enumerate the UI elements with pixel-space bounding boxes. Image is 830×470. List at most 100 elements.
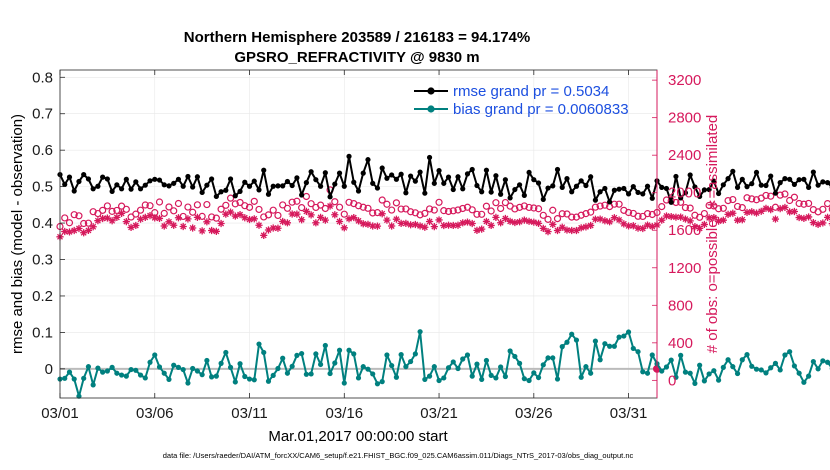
asterisk-glyph: [378, 210, 386, 218]
rmse-point: [749, 181, 755, 187]
bias-point: [706, 371, 712, 377]
possible-obs-point: [298, 204, 306, 212]
bias-point: [521, 376, 527, 382]
rmse-point: [588, 174, 594, 180]
assimilated-obs-point: [103, 214, 111, 222]
possible-obs-point: [222, 201, 230, 209]
asterisk-glyph: [819, 219, 827, 227]
bias-point: [597, 357, 603, 363]
assimilated-obs-point: [217, 219, 225, 228]
assimilated-obs-point: [388, 222, 396, 230]
assimilated-obs-point: [340, 224, 348, 232]
rmse-point: [806, 184, 812, 190]
assimilated-obs-point: [122, 218, 130, 226]
asterisk-glyph: [515, 218, 524, 226]
asterisk-glyph: [582, 223, 590, 231]
rmse-point: [450, 186, 456, 193]
rmse-point: [152, 176, 158, 182]
bias-point: [85, 364, 92, 370]
bias-point: [734, 370, 741, 377]
bias-point: [289, 363, 295, 369]
bias-point: [218, 360, 224, 366]
possible-obs-point: [729, 195, 737, 204]
rmse-point: [95, 183, 101, 189]
bias-point: [284, 370, 291, 376]
asterisk-glyph: [250, 215, 258, 223]
possible-obs-point: [544, 215, 552, 223]
asterisk-glyph: [724, 210, 732, 218]
asterisk-glyph: [719, 216, 727, 224]
assimilated-obs-point: [487, 221, 495, 230]
bias-point: [498, 364, 504, 370]
assimilated-obs-point: [264, 226, 273, 234]
rmse-point: [607, 199, 613, 205]
bias-point: [682, 369, 689, 375]
assimilated-obs-point: [705, 214, 713, 222]
rmse-point: [464, 171, 471, 177]
asterisk-glyph: [364, 220, 372, 228]
bias-point: [360, 364, 366, 370]
possible-obs-point: [440, 207, 448, 215]
rmse-point: [118, 186, 125, 192]
asterisk-glyph: [639, 224, 647, 233]
asterisk-glyph: [383, 216, 391, 224]
bias-point: [545, 355, 551, 361]
bias-point: [507, 348, 513, 354]
bias-point: [673, 374, 679, 380]
asterisk-glyph: [624, 222, 633, 230]
bias-point: [100, 369, 106, 375]
bias-point: [715, 377, 722, 383]
assimilated-obs-point: [117, 209, 126, 217]
assimilated-obs-point: [714, 217, 723, 225]
bias-point: [621, 333, 627, 339]
bias-point: [791, 363, 798, 369]
rmse-point: [488, 189, 494, 195]
rmse-point: [85, 176, 92, 182]
rmse-point: [498, 191, 504, 197]
rmse-point: [801, 176, 807, 182]
asterisk-glyph: [463, 218, 472, 226]
x-ticks: 03/01 03/06 03/11 03/16 03/21 03/26 03/31: [41, 70, 647, 422]
asterisk-glyph: [193, 213, 202, 221]
asterisk-glyph: [279, 217, 287, 226]
asterisk-glyph: [681, 215, 690, 223]
asterisk-glyph: [212, 227, 220, 235]
asterisk-glyph: [217, 219, 225, 228]
assimilated-obs-point: [563, 226, 571, 234]
asterisk-glyph: [416, 222, 424, 230]
rmse-point: [474, 182, 480, 189]
y-axis-label-right: # of obs: o=possible; ∗=assimilated: [704, 115, 721, 354]
bias-point: [346, 347, 352, 353]
assimilated-obs-point: [819, 219, 827, 227]
possible-obs-point: [615, 200, 623, 208]
possible-obs-point: [549, 206, 557, 214]
bias-point: [531, 370, 537, 376]
x-tick-label: 03/16: [326, 405, 364, 422]
possible-obs-point: [534, 205, 543, 213]
asterisk-glyph: [539, 224, 547, 232]
rmse-point: [370, 180, 376, 186]
asterisk-glyph: [487, 221, 495, 230]
possible-obs-point: [217, 205, 225, 213]
assimilated-obs-series: [56, 202, 830, 241]
rmse-point: [109, 188, 115, 194]
bias-point: [483, 357, 490, 364]
possible-obs-point: [160, 209, 168, 217]
assimilated-obs-point: [307, 211, 315, 219]
bias-point: [256, 341, 262, 347]
asterisk-glyph: [184, 215, 192, 223]
rmse-point: [791, 181, 798, 188]
assimilated-obs-point: [492, 213, 500, 221]
rmse-point: [355, 188, 362, 194]
bias-point: [744, 352, 750, 358]
asterisk-glyph: [165, 218, 173, 226]
rmse-point: [535, 180, 542, 186]
assimilated-obs-point: [553, 226, 562, 235]
assimilated-obs-point: [515, 218, 524, 226]
data-file-footnote: data file: /Users/raeder/DAI/ATM_forcXX/…: [163, 451, 634, 460]
assimilated-obs-point: [601, 217, 609, 225]
possible-obs-point: [568, 213, 576, 221]
possible-obs-point: [776, 191, 784, 199]
possible-obs-point: [596, 202, 604, 210]
rmse-point: [294, 175, 300, 181]
